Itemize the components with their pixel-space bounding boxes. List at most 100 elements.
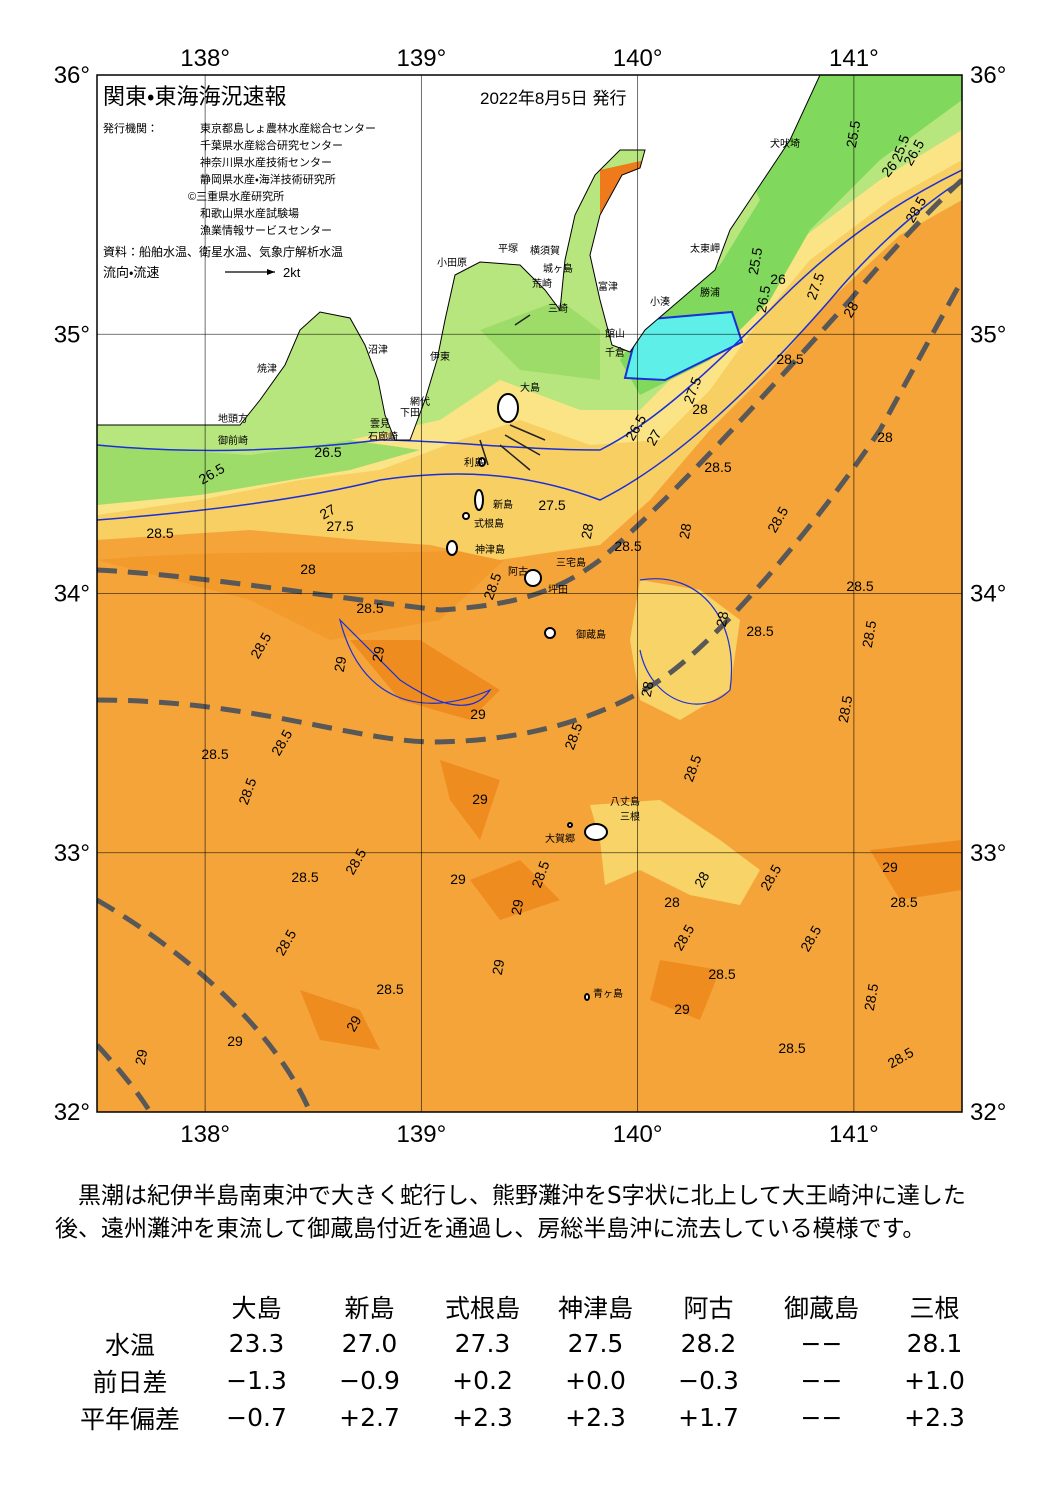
land — [97, 75, 821, 441]
lat-label: 32° — [54, 1099, 90, 1126]
issuer: 千葉県水産総合研究センター — [200, 138, 343, 152]
contour-label: 28.5 — [861, 982, 882, 1012]
place-name: 新島 — [493, 498, 513, 511]
place-name: 坪田 — [548, 583, 568, 596]
place-name: 下田 — [400, 408, 420, 419]
contour-label: 29 — [227, 1033, 243, 1049]
contour-label: 28.5 — [614, 538, 641, 554]
place-name: 三崎 — [548, 302, 568, 315]
flow-arrow — [504, 434, 541, 456]
lat-label: 35° — [970, 321, 1006, 348]
lat-label: 36° — [970, 62, 1006, 89]
table-cell: 28.2 — [680, 1329, 737, 1358]
place-name: 小湊 — [650, 295, 670, 308]
header-row: 大島 新島 式根島 神津島 阿古 御蔵島 三根 — [60, 1288, 991, 1325]
contour-label: 28.5 — [356, 600, 383, 616]
contour-label: 28 — [676, 522, 694, 540]
place-name: 利島 — [464, 456, 484, 469]
column-header: 三根 — [909, 1293, 960, 1323]
lon-label: 139° — [397, 1121, 447, 1148]
table-row: 水温 23.3 27.0 27.3 27.5 28.2 −− 28.1 — [60, 1325, 991, 1362]
column-header: 御蔵島 — [783, 1293, 859, 1323]
place-name: 勝浦 — [700, 286, 720, 299]
island — [478, 457, 486, 467]
contour-label: 28 — [638, 680, 656, 698]
legend-label: 流向・流速 — [103, 265, 159, 280]
place-name: 沼津 — [368, 343, 388, 356]
place-name: 小田原 — [437, 257, 467, 269]
contour-label: 28 — [713, 610, 731, 628]
issuer-label: 発行機関： — [103, 121, 158, 135]
place-name: 地頭方 — [218, 412, 248, 425]
lat-label: 35° — [54, 321, 90, 348]
islands — [446, 393, 608, 1001]
issuer: ©三重県水産研究所 — [188, 189, 284, 203]
table-cell: 28.1 — [906, 1329, 963, 1358]
sea-24 — [623, 310, 744, 382]
issuer: 東京都島しょ農林水産総合センター — [200, 121, 376, 135]
kuroshio-edge — [97, 897, 313, 1112]
contour-label: 28.5 — [846, 578, 873, 594]
contour-label: 27 — [317, 501, 339, 523]
table-cell: +1.0 — [904, 1366, 965, 1395]
contour-label: 28.5 — [859, 619, 880, 649]
summary: 黒潮は紀伊半島南東沖で大きく蛇行し、熊野灘沖をS字状に北上して大王崎沖に達した後… — [55, 1183, 966, 1242]
contour-label: 29 — [470, 706, 486, 722]
issuer: 漁業情報サービスセンター — [200, 223, 332, 237]
island — [567, 822, 573, 828]
contour-label: 27.5 — [326, 518, 353, 534]
contour-label: 28 — [578, 522, 596, 540]
lon-label: 140° — [613, 45, 663, 72]
contour-label: 28.5 — [376, 981, 403, 997]
contour-label: 28 — [840, 299, 862, 321]
isotherm — [97, 169, 962, 452]
lat-label: 32° — [970, 1099, 1006, 1126]
table-cell: +0.2 — [452, 1366, 513, 1395]
contour-label: 28.5 — [146, 525, 173, 541]
corner — [60, 1288, 200, 1325]
contour-label: 29 — [489, 958, 507, 976]
flow-arrow — [479, 439, 489, 466]
table-row: 前日差 −1.3 −0.9 +0.2 +0.0 −0.3 −− +1.0 — [60, 1362, 991, 1399]
contour-label: 29 — [132, 1048, 150, 1066]
table-cell: +2.3 — [565, 1403, 626, 1432]
island — [584, 823, 608, 841]
place-name: 阿古 — [508, 565, 528, 578]
sea-25-5 — [97, 300, 600, 505]
column-header: 大島 — [231, 1293, 282, 1323]
column-header: 神津島 — [557, 1293, 633, 1323]
contour-label: 29 — [450, 871, 466, 887]
flow-arrow — [514, 314, 531, 326]
contour-label: 28.5 — [291, 869, 318, 885]
table-cell: −0.7 — [226, 1403, 287, 1432]
lon-label: 141° — [829, 45, 879, 72]
table-cell: −0.9 — [339, 1366, 400, 1395]
table-cell: 27.0 — [341, 1329, 398, 1358]
isotherm — [338, 578, 732, 706]
contour-label: 29 — [369, 645, 387, 663]
lon-label: 140° — [613, 1121, 663, 1148]
issue-date: 2022年8月5日 発行 — [480, 89, 626, 108]
island — [524, 569, 542, 587]
table-cell: −− — [800, 1329, 843, 1358]
kuroshio-axis — [97, 178, 962, 613]
place-name: 石廊崎 — [368, 430, 398, 443]
contour-label: 28 — [692, 401, 708, 417]
flow-arrows — [479, 314, 546, 471]
lat-label: 33° — [970, 840, 1006, 867]
contour-label: 28.5 — [708, 966, 735, 982]
issuer: 神奈川県水産技術センター — [200, 155, 332, 169]
place-name: 御前崎 — [218, 434, 248, 447]
table-cell: +2.3 — [452, 1403, 513, 1432]
table-cell: −− — [800, 1366, 843, 1395]
map: 関東・東海海況速報 2022年8月5日 発行 発行機関： 資料：船舶水温、衛星水… — [54, 45, 1007, 1148]
table-cell: −− — [800, 1403, 843, 1432]
place-name: 千倉 — [605, 347, 625, 359]
contour-label: 28.5 — [704, 459, 731, 475]
issuer: 静岡県水産・海洋技術研究所 — [200, 172, 336, 186]
contour-label: 28.5 — [778, 1040, 805, 1056]
table-cell: 23.3 — [228, 1329, 285, 1358]
contour-label: 28 — [664, 894, 680, 910]
contour-label: 25.5 — [745, 246, 766, 276]
